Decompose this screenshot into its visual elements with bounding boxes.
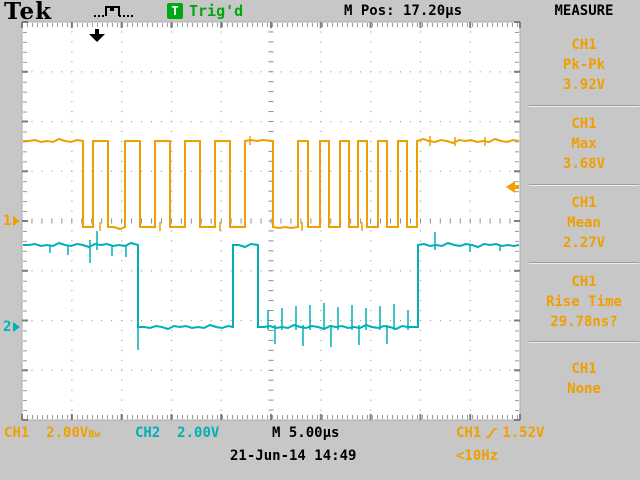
measure-source: CH1 [571,361,597,378]
ch1-ground-marker: 1 [3,213,21,229]
ch1-marker-label: 1 [3,213,12,229]
measure-source: CH1 [571,194,597,211]
measure-item-5[interactable]: CH1 None [529,341,639,420]
measure-source: CH1 [571,37,597,54]
tek-logo: Tek [4,0,53,25]
menu-title: MEASURE [554,3,614,19]
ch1-volts-per-div: 2.00V [46,425,89,441]
measure-item-2[interactable]: CH1 Max 3.68V [529,104,639,184]
ch2-ground-marker: 2 [3,319,21,335]
ch2-label: CH2 [135,425,161,441]
datetime-readout: 21-Jun-14 14:49 [230,448,357,464]
trigger-level-marker [506,181,519,193]
right-arrow-icon [13,216,21,226]
measure-menu: CH1 Pk-Pk 3.92V CH1 Max 3.68V CH1 Mean 2… [529,27,639,420]
down-arrow-icon [89,34,105,42]
trigger-state-badge: T [167,3,183,19]
measure-type: Max [571,136,597,153]
ch2-scale-readout: CH2 2.00V [135,425,219,441]
trigger-frequency-readout: <10Hz [456,448,499,464]
bandwidth-limit-indicator: Bw [88,429,101,440]
measure-value: 3.68V [562,156,606,173]
ch2-volts-per-div: 2.00V [177,425,220,441]
measure-item-3[interactable]: CH1 Mean 2.27V [529,183,639,263]
horizontal-position-readout: M Pos: 17.20μs [344,3,463,19]
trigger-position-marker [89,29,105,43]
ch1-label: CH1 [4,425,30,441]
right-arrow-icon [13,322,21,332]
measure-value: 3.92V [562,77,606,94]
measure-item-1[interactable]: CH1 Pk-Pk 3.92V [529,27,639,105]
measure-type: None [567,381,601,398]
ch2-marker-label: 2 [3,319,12,335]
measure-type: Pk-Pk [562,57,606,74]
rising-edge-icon [486,428,498,438]
measure-source: CH1 [571,116,597,133]
measure-item-4[interactable]: CH1 Rise Time 29.78ns? [529,262,639,341]
measure-type: Rise Time [546,293,622,310]
left-arrow-icon [506,181,515,193]
measure-source: CH1 [571,273,597,290]
trigger-level-value: 1.52V [502,425,545,441]
trigger-status-label: Trig'd [189,2,244,20]
trigger-readout: CH1 1.52V [456,425,544,441]
measure-type: Mean [567,214,601,231]
measure-value: 2.27V [562,234,606,251]
timebase-readout: M 5.00μs [272,425,340,441]
trigger-source-label: CH1 [456,425,482,441]
measure-value: 29.78ns? [550,313,618,330]
trigger-waveform-icon [93,3,137,20]
ch1-scale-readout: CH1 2.00VBw [4,425,100,441]
